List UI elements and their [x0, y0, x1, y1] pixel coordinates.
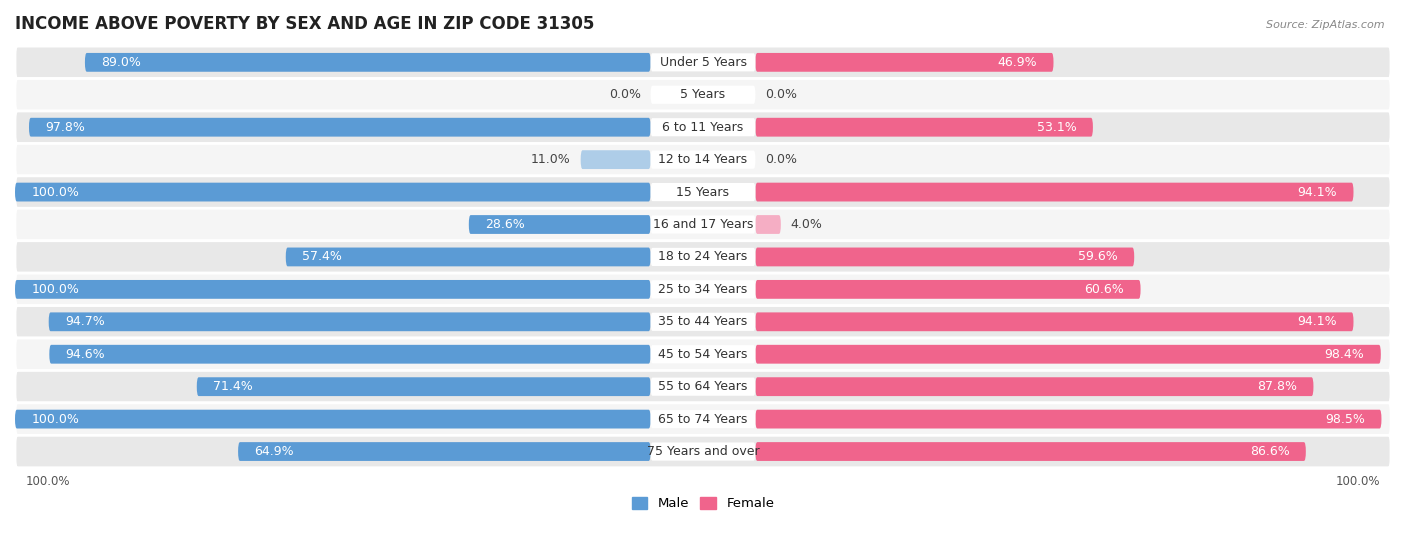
Text: 86.6%: 86.6%: [1250, 445, 1289, 458]
Text: 60.6%: 60.6%: [1084, 283, 1125, 296]
FancyBboxPatch shape: [651, 312, 755, 331]
FancyBboxPatch shape: [15, 209, 1391, 241]
Text: 57.4%: 57.4%: [302, 250, 342, 263]
FancyBboxPatch shape: [197, 377, 651, 396]
FancyBboxPatch shape: [15, 403, 1391, 435]
FancyBboxPatch shape: [238, 442, 651, 461]
Text: 18 to 24 Years: 18 to 24 Years: [658, 250, 748, 263]
FancyBboxPatch shape: [755, 183, 1354, 201]
Text: 89.0%: 89.0%: [101, 56, 141, 69]
Text: 100.0%: 100.0%: [31, 283, 79, 296]
Text: 0.0%: 0.0%: [765, 88, 797, 101]
Text: 11.0%: 11.0%: [531, 153, 571, 166]
Text: 5 Years: 5 Years: [681, 88, 725, 101]
FancyBboxPatch shape: [651, 86, 755, 104]
Text: 65 to 74 Years: 65 to 74 Years: [658, 413, 748, 425]
FancyBboxPatch shape: [15, 241, 1391, 273]
FancyBboxPatch shape: [15, 183, 651, 201]
Text: 28.6%: 28.6%: [485, 218, 524, 231]
FancyBboxPatch shape: [755, 312, 1354, 331]
FancyBboxPatch shape: [755, 377, 1313, 396]
FancyBboxPatch shape: [15, 371, 1391, 403]
FancyBboxPatch shape: [651, 215, 755, 234]
Text: 55 to 64 Years: 55 to 64 Years: [658, 380, 748, 393]
FancyBboxPatch shape: [755, 53, 1053, 72]
FancyBboxPatch shape: [651, 248, 755, 266]
FancyBboxPatch shape: [651, 410, 755, 428]
FancyBboxPatch shape: [651, 150, 755, 169]
FancyBboxPatch shape: [49, 312, 651, 331]
Legend: Male, Female: Male, Female: [626, 492, 780, 516]
FancyBboxPatch shape: [755, 442, 1306, 461]
Text: 59.6%: 59.6%: [1078, 250, 1118, 263]
Text: 98.5%: 98.5%: [1326, 413, 1365, 425]
Text: 100.0%: 100.0%: [31, 413, 79, 425]
FancyBboxPatch shape: [15, 435, 1391, 468]
Text: 94.6%: 94.6%: [66, 348, 105, 361]
Text: 12 to 14 Years: 12 to 14 Years: [658, 153, 748, 166]
FancyBboxPatch shape: [651, 345, 755, 363]
Text: 4.0%: 4.0%: [790, 218, 823, 231]
FancyBboxPatch shape: [15, 306, 1391, 338]
Text: 87.8%: 87.8%: [1257, 380, 1298, 393]
Text: 94.1%: 94.1%: [1298, 186, 1337, 198]
Text: 6 to 11 Years: 6 to 11 Years: [662, 121, 744, 134]
FancyBboxPatch shape: [15, 111, 1391, 144]
FancyBboxPatch shape: [755, 215, 780, 234]
Text: 94.1%: 94.1%: [1298, 315, 1337, 328]
FancyBboxPatch shape: [84, 53, 651, 72]
Text: 71.4%: 71.4%: [214, 380, 253, 393]
FancyBboxPatch shape: [15, 79, 1391, 111]
Text: 46.9%: 46.9%: [997, 56, 1038, 69]
FancyBboxPatch shape: [49, 345, 651, 364]
Text: 53.1%: 53.1%: [1036, 121, 1077, 134]
FancyBboxPatch shape: [468, 215, 651, 234]
Text: 0.0%: 0.0%: [609, 88, 641, 101]
FancyBboxPatch shape: [30, 118, 651, 136]
FancyBboxPatch shape: [15, 46, 1391, 79]
Text: Source: ZipAtlas.com: Source: ZipAtlas.com: [1267, 20, 1385, 30]
Text: 35 to 44 Years: 35 to 44 Years: [658, 315, 748, 328]
Text: 16 and 17 Years: 16 and 17 Years: [652, 218, 754, 231]
FancyBboxPatch shape: [15, 410, 651, 429]
FancyBboxPatch shape: [755, 118, 1092, 136]
Text: 0.0%: 0.0%: [765, 153, 797, 166]
Text: 45 to 54 Years: 45 to 54 Years: [658, 348, 748, 361]
Text: 15 Years: 15 Years: [676, 186, 730, 198]
FancyBboxPatch shape: [651, 443, 755, 461]
Text: 100.0%: 100.0%: [31, 186, 79, 198]
FancyBboxPatch shape: [651, 280, 755, 299]
Text: 75 Years and over: 75 Years and over: [647, 445, 759, 458]
FancyBboxPatch shape: [15, 273, 1391, 306]
FancyBboxPatch shape: [15, 176, 1391, 209]
FancyBboxPatch shape: [651, 118, 755, 136]
Text: 97.8%: 97.8%: [45, 121, 86, 134]
FancyBboxPatch shape: [755, 280, 1140, 299]
Text: INCOME ABOVE POVERTY BY SEX AND AGE IN ZIP CODE 31305: INCOME ABOVE POVERTY BY SEX AND AGE IN Z…: [15, 15, 595, 33]
FancyBboxPatch shape: [15, 144, 1391, 176]
FancyBboxPatch shape: [755, 410, 1382, 429]
FancyBboxPatch shape: [651, 183, 755, 201]
FancyBboxPatch shape: [285, 248, 651, 266]
FancyBboxPatch shape: [15, 338, 1391, 371]
FancyBboxPatch shape: [15, 280, 651, 299]
Text: 94.7%: 94.7%: [65, 315, 105, 328]
FancyBboxPatch shape: [581, 150, 651, 169]
FancyBboxPatch shape: [755, 248, 1135, 266]
FancyBboxPatch shape: [651, 53, 755, 72]
Text: 98.4%: 98.4%: [1324, 348, 1364, 361]
FancyBboxPatch shape: [651, 377, 755, 396]
Text: 64.9%: 64.9%: [254, 445, 294, 458]
Text: 25 to 34 Years: 25 to 34 Years: [658, 283, 748, 296]
Text: Under 5 Years: Under 5 Years: [659, 56, 747, 69]
FancyBboxPatch shape: [755, 345, 1381, 364]
